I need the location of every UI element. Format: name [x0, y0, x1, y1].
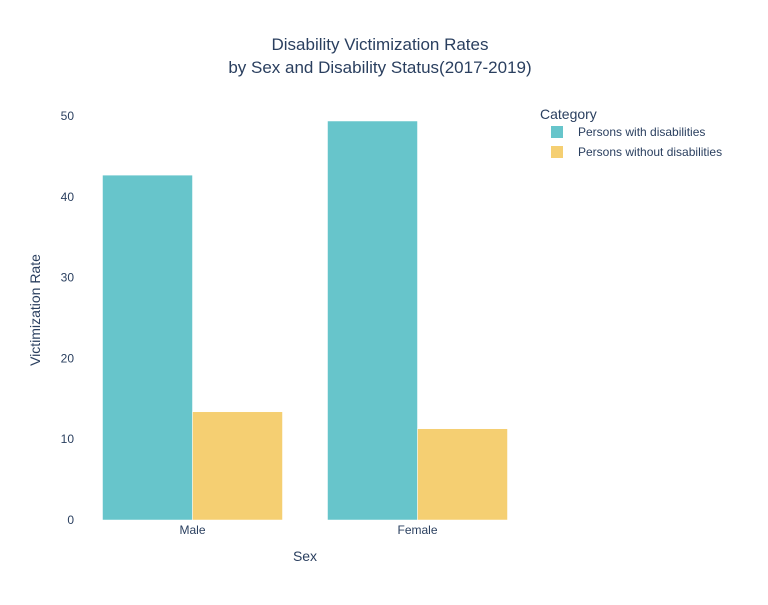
legend: Category Persons with disabilitiesPerson…: [540, 106, 722, 159]
legend-item-without-disabilities[interactable]: Persons without disabilities: [551, 145, 722, 159]
y-tick-label: 50: [61, 109, 75, 123]
y-axis-ticks: 0 10 20 30 40 50: [61, 109, 75, 527]
x-axis-ticks: Male Female: [179, 523, 437, 537]
y-axis-label: Victimization Rate: [27, 254, 43, 366]
chart-title-line-2: by Sex and Disability Status(2017-2019): [228, 58, 531, 77]
bar-female-without-disabilities[interactable]: [417, 428, 508, 521]
x-tick-label-male: Male: [179, 523, 205, 537]
bars: [102, 120, 508, 521]
chart-title-line-1: Disability Victimization Rates: [272, 35, 489, 54]
legend-items: Persons with disabilities Persons without…: [551, 125, 722, 159]
y-tick-label: 20: [61, 351, 75, 365]
x-axis-label: Sex: [293, 548, 317, 564]
chart-title: Disability Victimization Rates by Sex an…: [228, 35, 531, 77]
y-tick-label: 30: [61, 271, 75, 285]
legend-title: Category: [540, 106, 597, 122]
legend-item-with-disabilities[interactable]: Persons with disabilities: [551, 125, 705, 139]
legend-swatch: [551, 146, 563, 158]
legend-label: Persons with disabilities: [578, 125, 705, 139]
bar-female-with-disabilities[interactable]: [327, 120, 418, 521]
y-tick-label: 10: [61, 432, 75, 446]
legend-swatch: [551, 126, 563, 138]
y-tick-label: 40: [61, 190, 75, 204]
x-tick-label-female: Female: [397, 523, 437, 537]
bar-male-with-disabilities[interactable]: [102, 174, 193, 521]
y-tick-label: 0: [67, 513, 74, 527]
legend-label: Persons without disabilities: [578, 145, 722, 159]
bar-male-without-disabilities[interactable]: [192, 411, 283, 521]
